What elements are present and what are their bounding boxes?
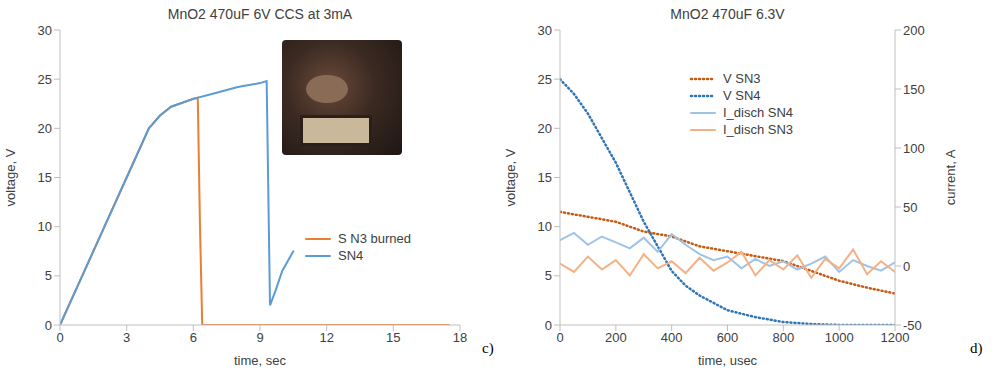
- html-text:MnO2 470uF 6.3V: MnO2 470uF 6.3V: [670, 6, 785, 22]
- svg-text:100: 100: [903, 141, 925, 156]
- svg-text:time, sec: time, sec: [234, 353, 287, 368]
- svg-text:10: 10: [38, 219, 52, 234]
- html-text:S N3 burned: S N3 burned: [338, 231, 411, 246]
- svg-text:0: 0: [556, 330, 563, 345]
- svg-text:voltage, V: voltage, V: [3, 148, 18, 206]
- html-text:MnO2 470uF 6V CCS at 3mA: MnO2 470uF 6V CCS at 3mA: [167, 6, 353, 22]
- html-text:c): c): [482, 340, 494, 356]
- svg-text:9: 9: [256, 330, 263, 345]
- html-text:d): d): [970, 340, 983, 356]
- html-text:V SN3: V SN3: [723, 71, 761, 86]
- html-text:V SN4: V SN4: [723, 88, 761, 103]
- svg-text:800: 800: [772, 330, 794, 345]
- svg-text:12: 12: [319, 330, 333, 345]
- svg-text:0: 0: [545, 318, 552, 333]
- svg-text:15: 15: [38, 170, 52, 185]
- svg-text:600: 600: [717, 330, 739, 345]
- svg-text:25: 25: [538, 72, 552, 87]
- svg-text:200: 200: [605, 330, 627, 345]
- svg-text:0: 0: [56, 330, 63, 345]
- svg-text:30: 30: [538, 23, 552, 38]
- html-text:I_disch SN3: I_disch SN3: [723, 122, 794, 137]
- svg-text:15: 15: [538, 170, 552, 185]
- svg-text:1000: 1000: [825, 330, 854, 345]
- svg-text:0: 0: [45, 318, 52, 333]
- svg-text:25: 25: [38, 72, 52, 87]
- svg-text:5: 5: [45, 268, 52, 283]
- svg-text:1200: 1200: [880, 330, 910, 346]
- svg-text:5: 5: [545, 268, 552, 283]
- svg-text:3: 3: [123, 330, 130, 345]
- svg-text:10: 10: [538, 219, 552, 234]
- svg-text:20: 20: [38, 121, 52, 136]
- svg-text:0: 0: [903, 259, 910, 274]
- svg-text:15: 15: [386, 330, 400, 345]
- svg-text:6: 6: [190, 330, 197, 345]
- html-text:I_disch SN4: I_disch SN4: [723, 105, 794, 120]
- svg-text:time, usec: time, usec: [698, 353, 758, 368]
- svg-text:18: 18: [453, 330, 467, 345]
- svg-text:50: 50: [903, 200, 917, 215]
- svg-text:current, A: current, A: [943, 149, 958, 205]
- svg-text:voltage, V: voltage, V: [503, 148, 518, 206]
- svg-text:20: 20: [538, 121, 552, 136]
- html-text:SN4: SN4: [338, 248, 364, 263]
- svg-text:200: 200: [903, 23, 925, 38]
- svg-text:150: 150: [903, 82, 925, 97]
- svg-text:400: 400: [661, 330, 683, 345]
- svg-text:-50: -50: [903, 318, 922, 333]
- svg-text:30: 30: [38, 23, 52, 38]
